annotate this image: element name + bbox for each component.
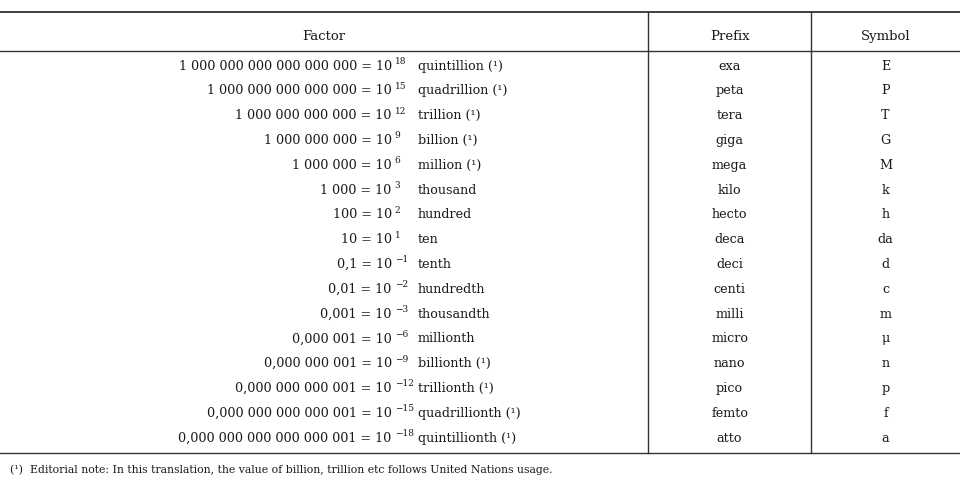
- Text: f: f: [883, 407, 888, 420]
- Text: 0,01 = 10: 0,01 = 10: [328, 283, 392, 296]
- Text: −12: −12: [395, 380, 414, 388]
- Text: m: m: [879, 307, 892, 321]
- Text: tenth: tenth: [418, 258, 451, 271]
- Text: 1 000 000 000 = 10: 1 000 000 000 = 10: [264, 134, 392, 147]
- Text: E: E: [881, 60, 890, 73]
- Text: centi: centi: [713, 283, 746, 296]
- Text: Prefix: Prefix: [709, 30, 750, 43]
- Text: da: da: [877, 233, 894, 246]
- Text: 18: 18: [395, 57, 406, 66]
- Text: 1: 1: [395, 231, 400, 240]
- Text: Symbol: Symbol: [861, 30, 910, 43]
- Text: 0,000 001 = 10: 0,000 001 = 10: [292, 332, 392, 346]
- Text: 1 000 000 000 000 = 10: 1 000 000 000 000 = 10: [235, 109, 392, 122]
- Text: −18: −18: [395, 429, 414, 438]
- Text: trillion (¹): trillion (¹): [418, 109, 480, 122]
- Text: nano: nano: [714, 357, 745, 370]
- Text: hecto: hecto: [712, 208, 747, 222]
- Text: giga: giga: [715, 134, 744, 147]
- Text: kilo: kilo: [718, 183, 741, 197]
- Text: quadrillionth (¹): quadrillionth (¹): [418, 407, 520, 420]
- Text: 0,000 000 000 000 001 = 10: 0,000 000 000 000 001 = 10: [206, 407, 392, 420]
- Text: −9: −9: [395, 355, 408, 364]
- Text: 1 000 000 000 000 000 000 = 10: 1 000 000 000 000 000 000 = 10: [179, 60, 392, 73]
- Text: 9: 9: [395, 131, 400, 141]
- Text: hundredth: hundredth: [418, 283, 485, 296]
- Text: micro: micro: [711, 332, 748, 346]
- Text: a: a: [882, 431, 889, 445]
- Text: p: p: [881, 382, 890, 395]
- Text: −2: −2: [395, 280, 408, 289]
- Text: pico: pico: [716, 382, 743, 395]
- Text: millionth: millionth: [418, 332, 475, 346]
- Text: M: M: [879, 159, 892, 172]
- Text: peta: peta: [715, 84, 744, 98]
- Text: h: h: [881, 208, 890, 222]
- Text: n: n: [881, 357, 890, 370]
- Text: d: d: [881, 258, 890, 271]
- Text: ten: ten: [418, 233, 439, 246]
- Text: 0,000 000 001 = 10: 0,000 000 001 = 10: [264, 357, 392, 370]
- Text: tera: tera: [716, 109, 743, 122]
- Text: P: P: [881, 84, 890, 98]
- Text: μ: μ: [881, 332, 890, 346]
- Text: quintillion (¹): quintillion (¹): [418, 60, 503, 73]
- Text: quintillionth (¹): quintillionth (¹): [418, 431, 516, 445]
- Text: (¹)  Editorial note: In this translation, the value of billion, trillion etc fol: (¹) Editorial note: In this translation,…: [10, 464, 552, 475]
- Text: 2: 2: [395, 206, 400, 215]
- Text: milli: milli: [715, 307, 744, 321]
- Text: 1 000 000 = 10: 1 000 000 = 10: [292, 159, 392, 172]
- Text: mega: mega: [712, 159, 747, 172]
- Text: million (¹): million (¹): [418, 159, 481, 172]
- Text: 6: 6: [395, 156, 400, 165]
- Text: deca: deca: [714, 233, 745, 246]
- Text: c: c: [882, 283, 889, 296]
- Text: trillionth (¹): trillionth (¹): [418, 382, 493, 395]
- Text: G: G: [880, 134, 891, 147]
- Text: 0,000 000 000 000 000 001 = 10: 0,000 000 000 000 000 001 = 10: [179, 431, 392, 445]
- Text: 0,1 = 10: 0,1 = 10: [337, 258, 392, 271]
- Text: atto: atto: [717, 431, 742, 445]
- Text: 12: 12: [395, 107, 406, 116]
- Text: hundred: hundred: [418, 208, 472, 222]
- Text: 0,001 = 10: 0,001 = 10: [321, 307, 392, 321]
- Text: −3: −3: [395, 305, 408, 314]
- Text: billion (¹): billion (¹): [418, 134, 477, 147]
- Text: 100 = 10: 100 = 10: [332, 208, 392, 222]
- Text: Factor: Factor: [302, 30, 346, 43]
- Text: −6: −6: [395, 330, 408, 339]
- Text: femto: femto: [711, 407, 748, 420]
- Text: exa: exa: [718, 60, 741, 73]
- Text: T: T: [881, 109, 890, 122]
- Text: 10 = 10: 10 = 10: [341, 233, 392, 246]
- Text: thousandth: thousandth: [418, 307, 491, 321]
- Text: 15: 15: [395, 82, 406, 91]
- Text: 3: 3: [395, 181, 400, 190]
- Text: billionth (¹): billionth (¹): [418, 357, 491, 370]
- Text: k: k: [881, 183, 890, 197]
- Text: deci: deci: [716, 258, 743, 271]
- Text: 1 000 000 000 000 000 = 10: 1 000 000 000 000 000 = 10: [207, 84, 392, 98]
- Text: −1: −1: [395, 255, 408, 264]
- Text: 0,000 000 000 001 = 10: 0,000 000 000 001 = 10: [235, 382, 392, 395]
- Text: quadrillion (¹): quadrillion (¹): [418, 84, 507, 98]
- Text: 1 000 = 10: 1 000 = 10: [321, 183, 392, 197]
- Text: thousand: thousand: [418, 183, 477, 197]
- Text: −15: −15: [395, 404, 414, 413]
